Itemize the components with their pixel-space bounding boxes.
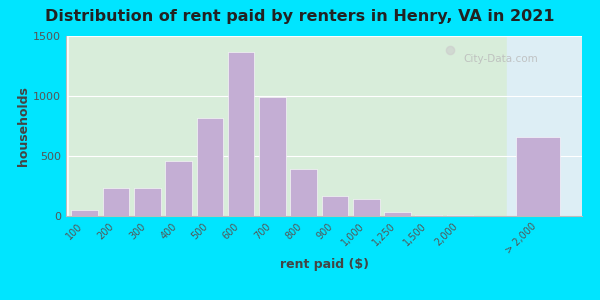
Text: City-Data.com: City-Data.com: [463, 54, 538, 64]
Bar: [228, 52, 254, 216]
Bar: [507, 36, 585, 216]
Bar: [259, 97, 286, 216]
Text: Distribution of rent paid by renters in Henry, VA in 2021: Distribution of rent paid by renters in …: [45, 9, 555, 24]
Bar: [517, 137, 560, 216]
Bar: [447, 215, 473, 216]
Bar: [290, 169, 317, 216]
Bar: [103, 188, 130, 216]
X-axis label: rent paid ($): rent paid ($): [280, 258, 368, 271]
Bar: [384, 212, 411, 216]
Bar: [322, 196, 348, 216]
Bar: [69, 36, 507, 216]
Bar: [134, 188, 161, 216]
Bar: [353, 199, 380, 216]
Bar: [71, 210, 98, 216]
Bar: [165, 161, 192, 216]
Bar: [415, 215, 442, 216]
Y-axis label: households: households: [17, 86, 31, 166]
Bar: [197, 118, 223, 216]
